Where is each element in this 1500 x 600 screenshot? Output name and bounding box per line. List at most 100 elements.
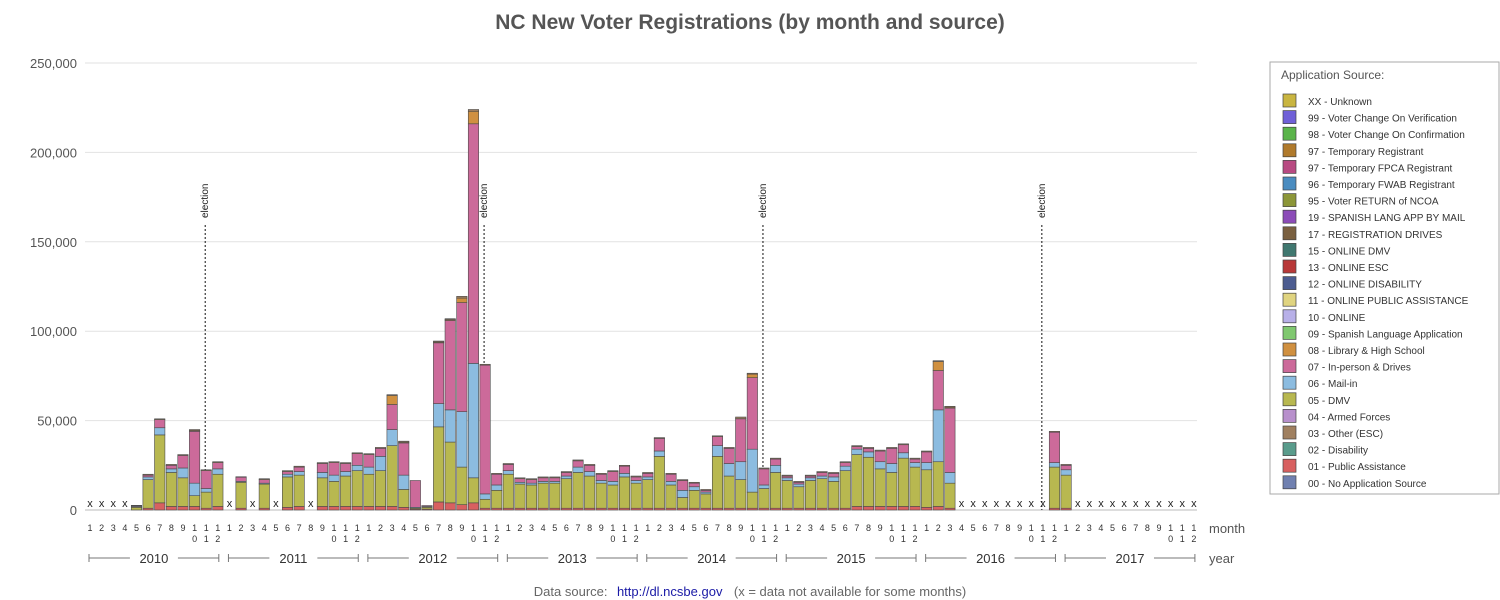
footer-source-label: Data source:: [534, 584, 608, 599]
month-tick-label: 0: [192, 534, 197, 544]
gridlines: [85, 62, 1197, 511]
month-tick-label: 5: [552, 523, 557, 533]
bar-segment: [851, 446, 863, 450]
bar-segment: [804, 480, 816, 509]
bar-segment: [444, 441, 456, 504]
bar-segment: [351, 452, 363, 454]
bar-segment: [851, 454, 863, 507]
year-label-bg: [269, 549, 318, 567]
bar-segment: [363, 506, 375, 511]
chart-title: NC New Voter Registrations (by month and…: [495, 11, 1005, 34]
month-tick-label: 0: [332, 534, 337, 544]
bar-segment: [863, 456, 875, 507]
bar-segment: [165, 506, 177, 511]
bar-segment: [130, 505, 142, 507]
bar-segment: [874, 461, 886, 470]
bar-segment: [316, 462, 328, 464]
bar-segment: [630, 475, 642, 478]
bar-segment: [595, 473, 607, 481]
legend-label: 01 - Public Assistance: [1308, 462, 1406, 473]
month-tick-label: 0: [471, 534, 476, 544]
bar-segment: [851, 448, 863, 455]
bar-segment: [595, 482, 607, 509]
legend-frame: [1269, 61, 1500, 495]
legend-label: 07 - In-person & Drives: [1308, 363, 1411, 374]
bar-segment: [781, 474, 793, 477]
bar-segment: [874, 449, 886, 452]
month-tick-label: 9: [180, 523, 185, 533]
bar-segment: [642, 472, 654, 474]
bar-segment: [863, 448, 875, 453]
legend-label: 97 - Temporary FPCA Registrant: [1308, 163, 1453, 174]
year-label-bg: [1105, 549, 1154, 567]
unavailable-marker: x: [1040, 498, 1046, 510]
bar-segment: [340, 462, 352, 464]
month-tick-label: 8: [1005, 523, 1010, 533]
bar-segment: [886, 448, 898, 464]
bar-segment: [1060, 464, 1072, 466]
bar-segment: [746, 377, 758, 450]
legend-label: 05 - DMV: [1308, 396, 1351, 407]
bar-segment: [456, 302, 468, 412]
month-tick-label: 3: [111, 523, 116, 533]
bar-segment: [363, 453, 375, 455]
month-tick-label: 4: [820, 523, 825, 533]
bar-segment: [502, 463, 514, 465]
bar-segment: [851, 506, 863, 511]
month-tick-label: 6: [703, 523, 708, 533]
legend-swatch: [1282, 475, 1297, 490]
bar-segment: [235, 476, 247, 478]
footer-source-link[interactable]: http://dl.ncsbe.gov: [617, 584, 723, 599]
month-tick-label: 1: [494, 523, 499, 533]
bar-segment: [491, 473, 503, 486]
month-tick-label: 1: [1180, 523, 1185, 533]
bar-segment: [770, 458, 782, 466]
month-tick-label: 5: [413, 523, 418, 533]
month-tick-label: 1: [355, 523, 360, 533]
month-tick-label: 1: [483, 534, 488, 544]
bar-segment: [374, 506, 386, 511]
month-tick-label: 7: [854, 523, 859, 533]
bar-segment: [316, 472, 328, 479]
month-tick-label: 2: [517, 523, 522, 533]
bar-segment: [886, 463, 898, 473]
bar-segment: [735, 416, 747, 420]
bar-segment: [944, 472, 956, 484]
unavailable-marker: x: [1156, 498, 1162, 510]
bar-segment: [944, 482, 956, 509]
bar-segment: [200, 491, 212, 509]
bar-segment: [386, 394, 398, 396]
month-tick-label: 6: [564, 523, 569, 533]
month-tick-label: 7: [157, 523, 162, 533]
bar-segment: [619, 473, 631, 478]
bar-segment: [642, 473, 654, 478]
unavailable-marker: x: [1191, 498, 1197, 510]
bar-segment: [479, 363, 491, 366]
bar-segment: [781, 477, 793, 481]
bar-segment: [433, 342, 445, 404]
month-tick-label: 6: [1122, 523, 1127, 533]
bar-segment: [746, 373, 758, 378]
bar-segment: [212, 473, 224, 507]
bar-segment: [189, 429, 201, 431]
legend-label: XX - Unknown: [1308, 97, 1372, 108]
bar-segment: [189, 506, 201, 511]
bar-segment: [804, 474, 816, 477]
bar-segment: [677, 480, 689, 491]
bar-segment: [340, 463, 352, 472]
legend-label: 00 - No Application Source: [1308, 479, 1427, 490]
bar-segment: [630, 476, 642, 481]
bar-segment: [793, 486, 805, 509]
election-label: election: [1037, 184, 1048, 218]
bar-segment: [491, 490, 503, 509]
bar-segment: [665, 481, 677, 486]
month-tick-label: 2: [936, 523, 941, 533]
unavailable-marker: x: [273, 498, 279, 510]
bar-segment: [386, 429, 398, 446]
bar-segment: [897, 457, 909, 507]
bar-segment: [874, 468, 886, 507]
bar-segment: [363, 454, 375, 468]
month-tick-label: 6: [843, 523, 848, 533]
bar-segment: [909, 466, 921, 507]
bar-segment: [293, 471, 305, 476]
